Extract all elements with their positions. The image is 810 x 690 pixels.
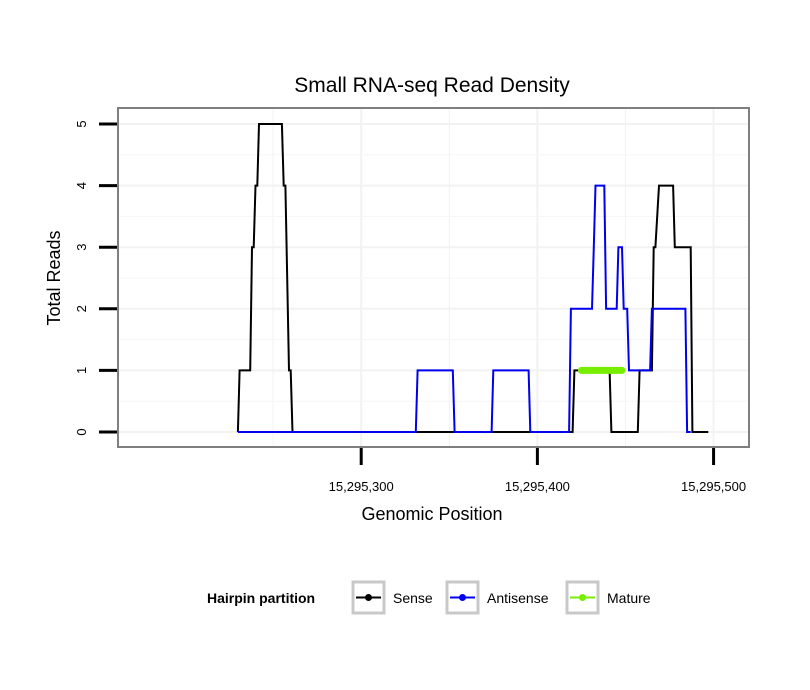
legend-title: Hairpin partition [207, 590, 315, 606]
y-tick-label: 4 [74, 182, 89, 189]
legend-entry-label: Antisense [487, 590, 549, 606]
series-line-sense [236, 123, 709, 433]
legend-key-point [365, 594, 372, 601]
y-axis: 0 1 2 3 4 5 [74, 120, 117, 436]
series-line-antisense [237, 184, 691, 433]
y-tick-label: 2 [74, 305, 89, 312]
x-tick-label: 15,295,500 [681, 479, 746, 494]
legend: Hairpin partition Sense Antisense Mature [207, 580, 651, 615]
y-tick-label: 3 [74, 244, 89, 251]
x-tick-label: 15,295,400 [505, 479, 570, 494]
y-tick-label: 5 [74, 120, 89, 127]
x-tick-label: 15,295,300 [329, 479, 394, 494]
y-axis-label: Total Reads [44, 230, 64, 325]
y-tick-label: 0 [74, 428, 89, 435]
y-tick-label: 1 [74, 367, 89, 374]
x-axis: 15,295,300 15,295,400 15,295,500 [329, 448, 746, 494]
legend-entry-label: Sense [393, 590, 433, 606]
legend-key-point [459, 594, 466, 601]
x-axis-label: Genomic Position [361, 504, 502, 524]
legend-key-point [579, 594, 586, 601]
series-layer [236, 123, 709, 433]
legend-entry-label: Mature [607, 590, 651, 606]
chart-title: Small RNA-seq Read Density [294, 74, 570, 97]
